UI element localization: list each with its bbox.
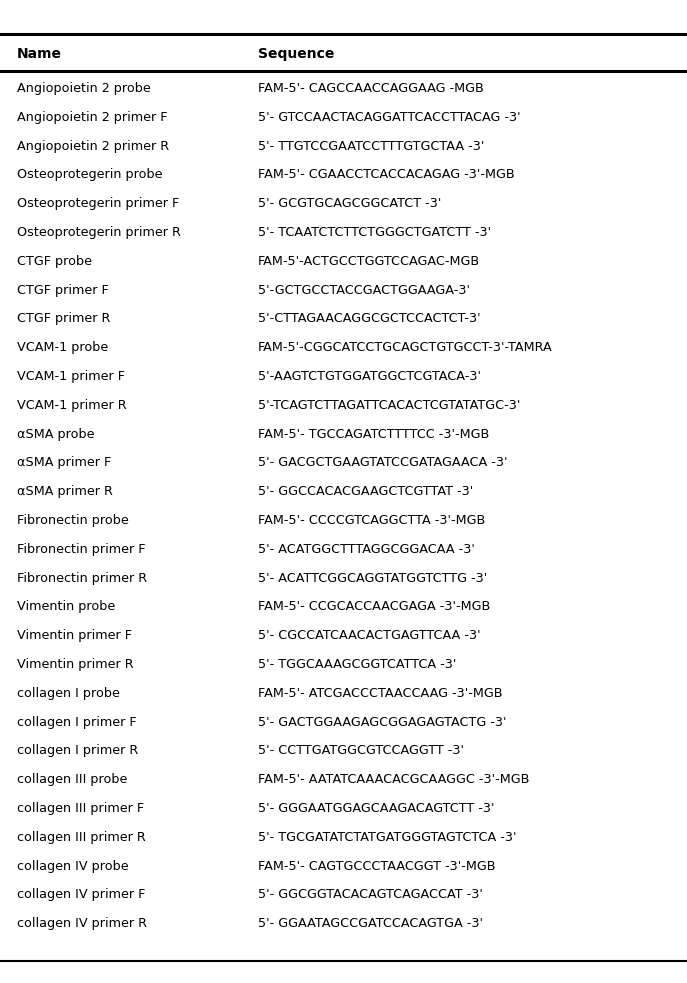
Text: collagen I primer R: collagen I primer R — [17, 744, 138, 758]
Text: Osteoprotegerin probe: Osteoprotegerin probe — [17, 168, 163, 182]
Text: 5'- TGCGATATCTATGATGGGTAGTCTCA -3': 5'- TGCGATATCTATGATGGGTAGTCTCA -3' — [258, 831, 516, 843]
Text: VCAM-1 primer R: VCAM-1 primer R — [17, 399, 127, 412]
Text: αSMA primer R: αSMA primer R — [17, 486, 113, 498]
Text: FAM-5'- CGAACCTCACCACAGAG -3'-MGB: FAM-5'- CGAACCTCACCACAGAG -3'-MGB — [258, 168, 515, 182]
Text: 5'- GTCCAACTACAGGATTCACCTTACAG -3': 5'- GTCCAACTACAGGATTCACCTTACAG -3' — [258, 111, 520, 124]
Text: Angiopoietin 2 primer F: Angiopoietin 2 primer F — [17, 111, 168, 124]
Text: collagen I primer F: collagen I primer F — [17, 716, 137, 728]
Text: FAM-5'- CCGCACCAACGAGA -3'-MGB: FAM-5'- CCGCACCAACGAGA -3'-MGB — [258, 601, 490, 613]
Text: Vimentin primer R: Vimentin primer R — [17, 658, 134, 671]
Text: FAM-5'-ACTGCCTGGTCCAGAC-MGB: FAM-5'-ACTGCCTGGTCCAGAC-MGB — [258, 255, 480, 267]
Text: 5'- GGCGGTACACAGTCAGACCAT -3': 5'- GGCGGTACACAGTCAGACCAT -3' — [258, 889, 482, 901]
Text: CTGF primer R: CTGF primer R — [17, 313, 111, 325]
Text: FAM-5'- AATATCAAACACGCAAGGC -3'-MGB: FAM-5'- AATATCAAACACGCAAGGC -3'-MGB — [258, 774, 529, 786]
Text: 5'- TTGTCCGAATCCTTTGTGCTAA -3': 5'- TTGTCCGAATCCTTTGTGCTAA -3' — [258, 140, 484, 152]
Text: Angiopoietin 2 primer R: Angiopoietin 2 primer R — [17, 140, 169, 152]
Text: Vimentin primer F: Vimentin primer F — [17, 629, 132, 642]
Text: αSMA primer F: αSMA primer F — [17, 456, 111, 470]
Text: 5'- TCAATCTCTTCTGGGCTGATCTT -3': 5'- TCAATCTCTTCTGGGCTGATCTT -3' — [258, 226, 491, 239]
Text: 5'- GACTGGAAGAGCGGAGAGTACTG -3': 5'- GACTGGAAGAGCGGAGAGTACTG -3' — [258, 716, 506, 728]
Text: Fibronectin primer R: Fibronectin primer R — [17, 571, 147, 585]
Text: collagen III probe: collagen III probe — [17, 774, 128, 786]
Text: VCAM-1 probe: VCAM-1 probe — [17, 341, 109, 354]
Text: 5'- GCGTGCAGCGGCATCT -3': 5'- GCGTGCAGCGGCATCT -3' — [258, 198, 441, 210]
Text: αSMA probe: αSMA probe — [17, 428, 95, 440]
Text: 5'- GGAATAGCCGATCCACAGTGA -3': 5'- GGAATAGCCGATCCACAGTGA -3' — [258, 917, 483, 930]
Text: FAM-5'-CGGCATCCTGCAGCTGTGCCT-3'-TAMRA: FAM-5'-CGGCATCCTGCAGCTGTGCCT-3'-TAMRA — [258, 341, 552, 354]
Text: collagen I probe: collagen I probe — [17, 687, 120, 700]
Text: Vimentin probe: Vimentin probe — [17, 601, 115, 613]
Text: 5'- CGCCATCAACACTGAGTTCAA -3': 5'- CGCCATCAACACTGAGTTCAA -3' — [258, 629, 480, 642]
Text: Osteoprotegerin primer F: Osteoprotegerin primer F — [17, 198, 179, 210]
Text: collagen IV primer F: collagen IV primer F — [17, 889, 146, 901]
Text: 5'-AAGTCTGTGGATGGCTCGTACA-3': 5'-AAGTCTGTGGATGGCTCGTACA-3' — [258, 370, 481, 383]
Text: 5'- ACATTCGGCAGGTATGGTCTTG -3': 5'- ACATTCGGCAGGTATGGTCTTG -3' — [258, 571, 487, 585]
Text: CTGF primer F: CTGF primer F — [17, 283, 109, 297]
Text: Sequence: Sequence — [258, 47, 334, 61]
Text: 5'- TGGCAAAGCGGTCATTCA -3': 5'- TGGCAAAGCGGTCATTCA -3' — [258, 658, 456, 671]
Text: Name: Name — [17, 47, 63, 61]
Text: Fibronectin probe: Fibronectin probe — [17, 514, 129, 527]
Text: 5'-TCAGTCTTAGATTCACACTCGTATATGC-3': 5'-TCAGTCTTAGATTCACACTCGTATATGC-3' — [258, 399, 520, 412]
Text: CTGF probe: CTGF probe — [17, 255, 92, 267]
Text: FAM-5'- CAGCCAACCAGGAAG -MGB: FAM-5'- CAGCCAACCAGGAAG -MGB — [258, 82, 484, 95]
Text: FAM-5'- CCCCGTCAGGCTTA -3'-MGB: FAM-5'- CCCCGTCAGGCTTA -3'-MGB — [258, 514, 485, 527]
Text: FAM-5'- CAGTGCCCTAACGGT -3'-MGB: FAM-5'- CAGTGCCCTAACGGT -3'-MGB — [258, 859, 495, 873]
Text: FAM-5'- TGCCAGATCTTTTCC -3'-MGB: FAM-5'- TGCCAGATCTTTTCC -3'-MGB — [258, 428, 489, 440]
Text: Angiopoietin 2 probe: Angiopoietin 2 probe — [17, 82, 151, 95]
Text: 5'- GACGCTGAAGTATCCGATAGAACA -3': 5'- GACGCTGAAGTATCCGATAGAACA -3' — [258, 456, 507, 470]
Text: Osteoprotegerin primer R: Osteoprotegerin primer R — [17, 226, 181, 239]
Text: collagen IV primer R: collagen IV primer R — [17, 917, 147, 930]
Text: collagen IV probe: collagen IV probe — [17, 859, 128, 873]
Text: collagen III primer R: collagen III primer R — [17, 831, 146, 843]
Text: VCAM-1 primer F: VCAM-1 primer F — [17, 370, 125, 383]
Text: collagen III primer F: collagen III primer F — [17, 802, 144, 815]
Text: FAM-5'- ATCGACCCTAACCAAG -3'-MGB: FAM-5'- ATCGACCCTAACCAAG -3'-MGB — [258, 687, 502, 700]
Text: 5'- GGGAATGGAGCAAGACAGTCTT -3': 5'- GGGAATGGAGCAAGACAGTCTT -3' — [258, 802, 494, 815]
Text: 5'- CCTTGATGGCGTCCAGGTT -3': 5'- CCTTGATGGCGTCCAGGTT -3' — [258, 744, 464, 758]
Text: 5'- GGCCACACGAAGCTCGTTAT -3': 5'- GGCCACACGAAGCTCGTTAT -3' — [258, 486, 473, 498]
Text: Fibronectin primer F: Fibronectin primer F — [17, 543, 146, 555]
Text: 5'- ACATGGCTTTAGGCGGACAA -3': 5'- ACATGGCTTTAGGCGGACAA -3' — [258, 543, 475, 555]
Text: 5'-CTTAGAACAGGCGCTCCACTCT-3': 5'-CTTAGAACAGGCGCTCCACTCT-3' — [258, 313, 480, 325]
Text: 5'-GCTGCCTACCGACTGGAAGA-3': 5'-GCTGCCTACCGACTGGAAGA-3' — [258, 283, 470, 297]
